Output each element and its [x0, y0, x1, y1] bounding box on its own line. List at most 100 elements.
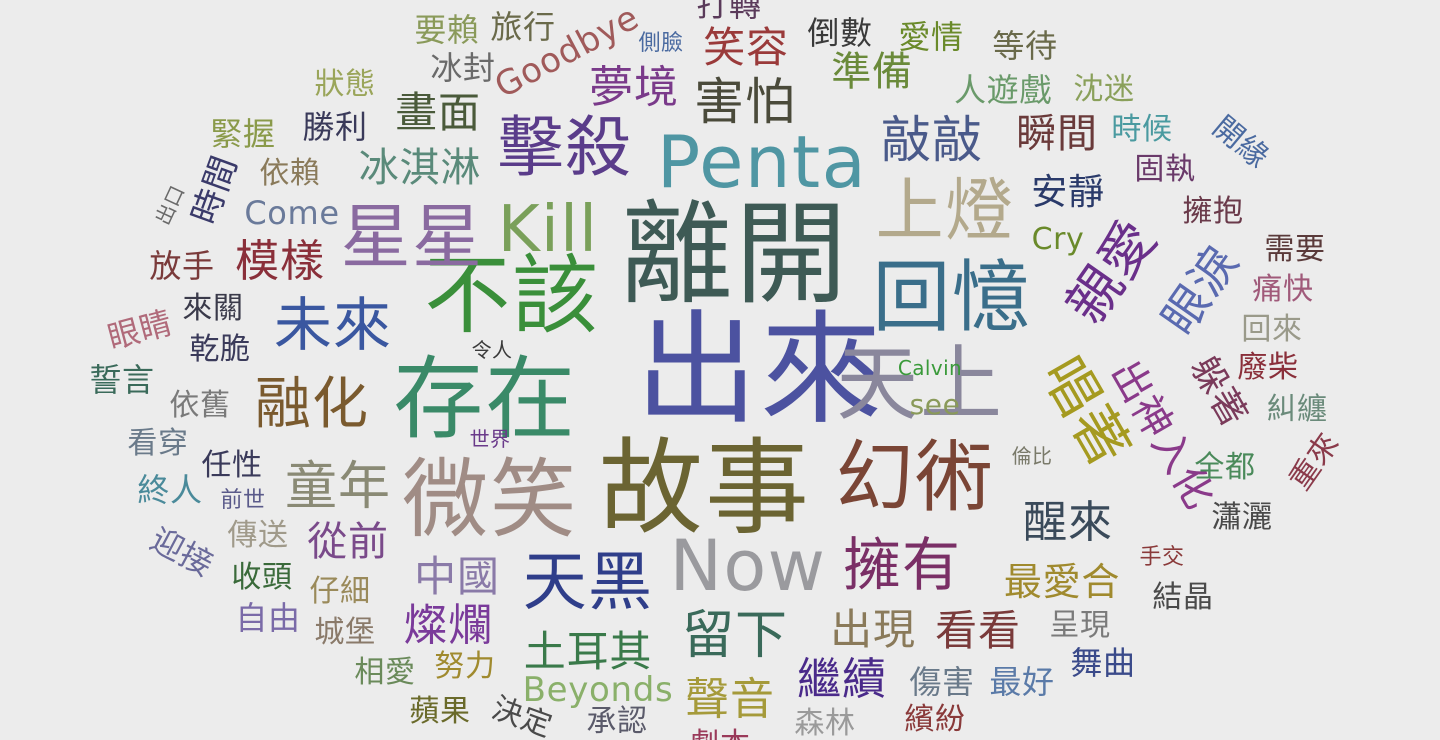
word-likai: 離開: [620, 190, 850, 320]
word-tianhei: 天黑: [522, 546, 654, 620]
word-now: Now: [669, 525, 827, 607]
word-bingfeng: 冰封: [430, 49, 496, 87]
word-come: Come: [244, 194, 340, 232]
word-jiejing: 結晶: [1152, 580, 1214, 615]
word-churai: 出來: [635, 299, 885, 441]
word-daoshu: 倒數: [807, 14, 873, 52]
word-bugai: 不該: [424, 246, 600, 346]
word-laiguan: 來關: [182, 291, 244, 326]
word-yijiu: 依舊: [169, 388, 231, 423]
word-yongbao: 擁抱: [1182, 194, 1244, 229]
word-jinwo: 緊握: [210, 115, 276, 153]
word-xuyao: 需要: [1264, 232, 1326, 267]
word-chuxian: 出現: [830, 605, 916, 654]
word-feichai: 廢柴: [1237, 350, 1299, 385]
word-kill: Kill: [497, 193, 599, 267]
word-ronghua: 融化: [254, 372, 370, 437]
word-shoujiao: 手交: [1139, 545, 1185, 570]
word-shualai: 要賴: [414, 11, 480, 49]
word-qianshi: 前世: [220, 488, 266, 513]
word-shunjian: 瞬間: [1016, 111, 1098, 157]
word-jiuchan: 糾纏: [1266, 392, 1328, 427]
word-nuli: 努力: [434, 649, 496, 684]
word-muyang: 模樣: [235, 236, 325, 287]
word-xiaosa: 瀟灑: [1211, 500, 1273, 535]
word-ziyou: 自由: [235, 599, 301, 637]
word-see: see: [909, 388, 961, 421]
word-zuiaihe: 最愛合: [1003, 560, 1121, 604]
word-mengjing: 夢境: [589, 62, 679, 113]
word-calvin: Calvin: [897, 356, 963, 380]
word-juben: 劇本: [689, 730, 750, 740]
word-chengbao: 城堡: [314, 615, 376, 650]
word-qiaoqiao: 敲敲: [881, 111, 983, 169]
word-shangdeng: 上燈: [875, 172, 1015, 251]
word-weixiao: 微笑: [402, 450, 578, 550]
word-yanjing: 眼睛: [103, 303, 177, 357]
word-zhongren: 終人: [137, 471, 203, 509]
word-huiyi: 回憶: [872, 253, 1032, 343]
word-yilai: 依賴: [259, 156, 321, 191]
word-tongnian: 童年: [284, 457, 392, 517]
word-dazhuan: 打轉: [696, 0, 762, 24]
word-shijie: 世界: [469, 427, 511, 451]
word-penta: Penta: [656, 120, 868, 204]
word-dengdai: 等待: [992, 27, 1058, 65]
word-chukou: 出口: [150, 181, 190, 229]
word-renxing: 任性: [201, 448, 263, 483]
word-jixu: 繼續: [797, 654, 887, 705]
word-huilai: 回來: [1241, 312, 1303, 347]
word-shengyin: 聲音: [685, 674, 775, 725]
word-weilai: 未來: [273, 291, 393, 359]
word-bingqilin: 冰淇淋: [358, 145, 482, 191]
word-kaiyuan: 開緣: [1205, 109, 1276, 176]
word-congqian: 從前: [307, 519, 389, 565]
word-lunbi: 倫比: [1011, 444, 1053, 468]
word-yingjie: 迎接: [144, 519, 220, 585]
word-zixi: 仔細: [309, 574, 371, 609]
word-chengren: 承認: [586, 704, 648, 739]
word-lingren: 令人: [471, 338, 513, 362]
word-kanchuan: 看穿: [127, 426, 189, 461]
word-haipa: 害怕: [694, 73, 796, 131]
word-fangshou: 放手: [149, 247, 215, 285]
word-anjing: 安靜: [1031, 172, 1105, 213]
word-xiangai: 相愛: [354, 655, 416, 690]
word-huamian: 畫面: [395, 88, 481, 137]
word-xinglai: 醒來: [1023, 497, 1113, 548]
word-xingxing: 星星: [340, 196, 484, 278]
word-huanshu: 幻術: [835, 433, 995, 523]
word-wuqu: 舞曲: [1070, 644, 1136, 682]
word-lvxing: 旅行: [490, 8, 556, 46]
word-quandou: 全都: [1194, 450, 1256, 485]
word-zuihao: 最好: [989, 663, 1055, 701]
word-guzhi: 固執: [1134, 152, 1196, 187]
word-chenmi: 沈迷: [1073, 72, 1135, 107]
word-zhuangtai: 狀態: [314, 67, 376, 102]
word-shiyan: 誓言: [89, 361, 155, 399]
word-renyouxi: 人遊戲: [954, 71, 1052, 109]
word-pingguo: 蘋果: [409, 694, 471, 729]
word-cunzai: 存在: [393, 347, 577, 452]
word-gushi: 故事: [598, 427, 812, 549]
word-chonglai: 重來: [1282, 426, 1347, 497]
word-aiqing: 愛情: [898, 18, 964, 56]
word-shijian: 時間: [184, 150, 246, 230]
word-liuxia: 留下: [681, 606, 789, 666]
word-shoutou: 收頭: [231, 560, 293, 595]
word-chuansong: 傳送: [227, 518, 289, 553]
word-jisha: 擊殺: [497, 109, 633, 186]
word-kankan: 看看: [935, 606, 1021, 655]
word-binfen: 繽紛: [904, 702, 966, 737]
word-tuerqi: 土耳其: [523, 627, 653, 676]
word-shengli: 勝利: [302, 108, 368, 146]
word-yanlei: 眼淚: [1150, 236, 1250, 344]
word-xiaorong: 笑容: [703, 23, 789, 72]
word-yongyou: 擁有: [842, 531, 962, 599]
word-beyonds: Beyonds: [522, 670, 674, 710]
word-cry: Cry: [1031, 222, 1085, 257]
word-zhongguo: 中國: [414, 552, 500, 601]
word-tianshang: 天上: [836, 337, 1004, 432]
word-gancui: 乾脆: [189, 332, 251, 367]
